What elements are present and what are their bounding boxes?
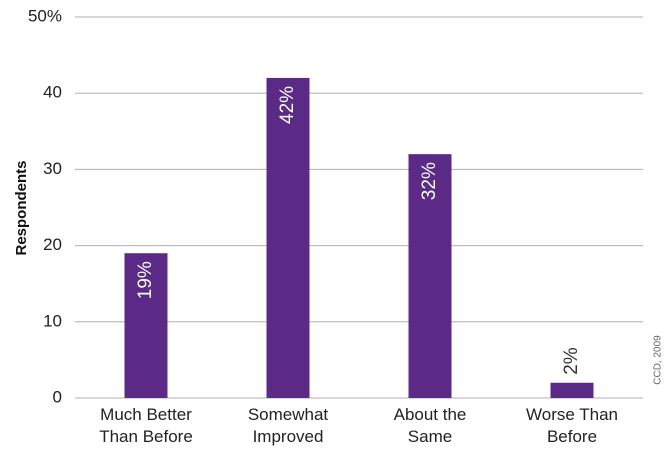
- data-label: 42%: [277, 86, 298, 124]
- y-tick-label: 10: [43, 311, 62, 330]
- data-label: 32%: [419, 162, 440, 200]
- source-credit: CCD, 2009: [653, 335, 664, 385]
- bar: [266, 77, 310, 399]
- bar: [550, 382, 594, 398]
- bar: [124, 253, 168, 398]
- category-label: Much Better Than Before: [99, 405, 193, 446]
- category-labels: Much Better Than Before Somewhat Improved Ab…: [99, 405, 618, 446]
- data-label: 19%: [135, 261, 156, 299]
- category-label: Somewhat Improved: [248, 405, 329, 446]
- y-tick-label: 50%: [28, 6, 62, 25]
- category-label: Worse Than Before: [526, 405, 618, 446]
- y-tick-label: 20: [43, 235, 62, 254]
- bar: [408, 154, 452, 398]
- y-axis-label: Respondents: [13, 160, 30, 255]
- data-label: 2%: [561, 347, 582, 375]
- y-tick-label: 0: [53, 387, 62, 406]
- y-tick-label: 30: [43, 159, 62, 178]
- y-tick-label: 40: [43, 83, 62, 102]
- bars: 19% 42% 32% 2%: [124, 77, 594, 399]
- gridlines: [75, 16, 643, 399]
- y-tick-labels: 0 10 20 30 40 50%: [28, 6, 62, 406]
- category-label: About the Same: [394, 405, 467, 446]
